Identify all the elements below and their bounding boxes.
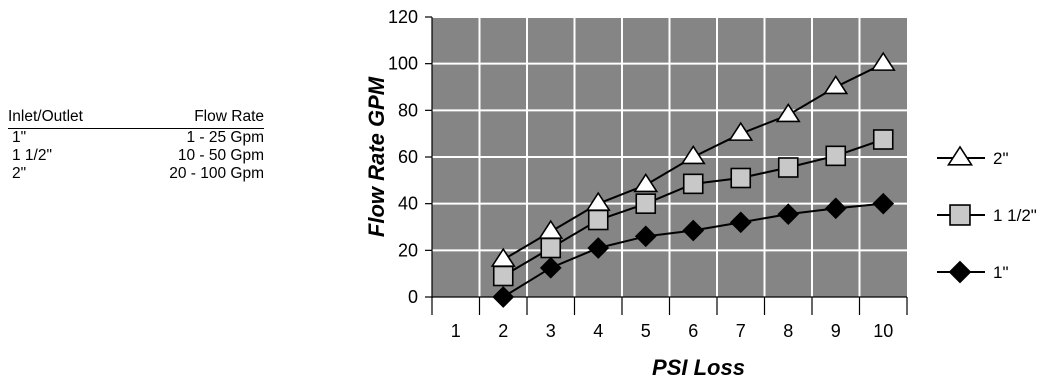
spec-table-header: Inlet/Outlet Flow Rate (8, 108, 264, 129)
spec-table-row: 1" 1 - 25 Gpm (8, 129, 264, 147)
inlet-size-cell: 1" (12, 129, 27, 146)
data-point-diamond (539, 256, 562, 279)
data-point-square (492, 265, 514, 287)
y-axis-title: Flow Rate GPM (364, 76, 389, 237)
data-point-diamond (872, 192, 895, 215)
x-tick-label: 8 (783, 321, 793, 341)
legend-label: 2" (993, 149, 1009, 168)
data-point-diamond (587, 237, 610, 259)
y-tick-label: 60 (398, 147, 418, 167)
legend-marker-diamond (948, 260, 972, 284)
flow-rate-spec-table: Inlet/Outlet Flow Rate 1" 1 - 25 Gpm 1 1… (8, 108, 264, 183)
x-axis-title: PSI Loss (652, 355, 745, 378)
spec-table-row: 1 1/2" 10 - 50 Gpm (8, 147, 264, 165)
x-tick-label: 1 (451, 321, 461, 341)
data-point-triangle (775, 102, 801, 123)
data-point-diamond (682, 219, 705, 242)
data-point-square (730, 167, 752, 189)
y-tick-label: 40 (398, 194, 418, 214)
x-tick-label: 6 (688, 321, 698, 341)
data-point-square (635, 193, 657, 214)
data-point-diamond (777, 203, 800, 226)
data-point-square (777, 157, 799, 178)
x-tick-label: 7 (736, 321, 746, 341)
y-tick-label: 80 (398, 100, 418, 120)
data-point-diamond (634, 225, 657, 248)
inlet-size-cell: 2" (12, 165, 27, 182)
data-point-square (540, 237, 562, 259)
data-point-diamond (729, 211, 752, 234)
data-point-square (682, 173, 704, 195)
flow-rate-cell: 20 - 100 Gpm (169, 165, 264, 182)
x-tick-label: 3 (546, 321, 556, 341)
data-point-square (587, 209, 609, 231)
legend-label: 1" (993, 263, 1009, 282)
legend-marker-triangle (946, 145, 974, 166)
data-point-square (825, 145, 847, 167)
data-point-triangle (728, 121, 754, 141)
y-tick-label: 100 (388, 54, 418, 74)
inlet-size-cell: 1 1/2" (12, 147, 52, 164)
x-tick-label: 5 (641, 321, 651, 341)
y-tick-label: 120 (388, 7, 418, 27)
x-tick-label: 4 (593, 321, 603, 341)
inlet-outlet-header: Inlet/Outlet (8, 108, 83, 125)
flow-rate-cell: 10 - 50 Gpm (177, 147, 264, 164)
y-tick-label: 0 (408, 287, 418, 307)
data-point-triangle (633, 172, 659, 193)
legend-label: 1 1/2" (993, 206, 1037, 225)
data-point-diamond (824, 197, 847, 220)
legend-marker-square (949, 204, 971, 226)
y-tick-label: 20 (398, 240, 418, 260)
flow-rate-header: Flow Rate (194, 108, 264, 125)
x-tick-label: 9 (831, 321, 841, 341)
data-point-diamond (492, 286, 515, 308)
data-point-triangle (870, 51, 896, 71)
flow-rate-cell: 1 - 25 Gpm (186, 129, 264, 146)
data-point-triangle (680, 144, 706, 165)
x-tick-label: 10 (873, 321, 893, 341)
data-point-square (872, 129, 894, 150)
spec-table-row: 2" 20 - 100 Gpm (8, 165, 264, 183)
data-point-triangle (823, 74, 849, 95)
x-tick-label: 2 (498, 321, 508, 341)
